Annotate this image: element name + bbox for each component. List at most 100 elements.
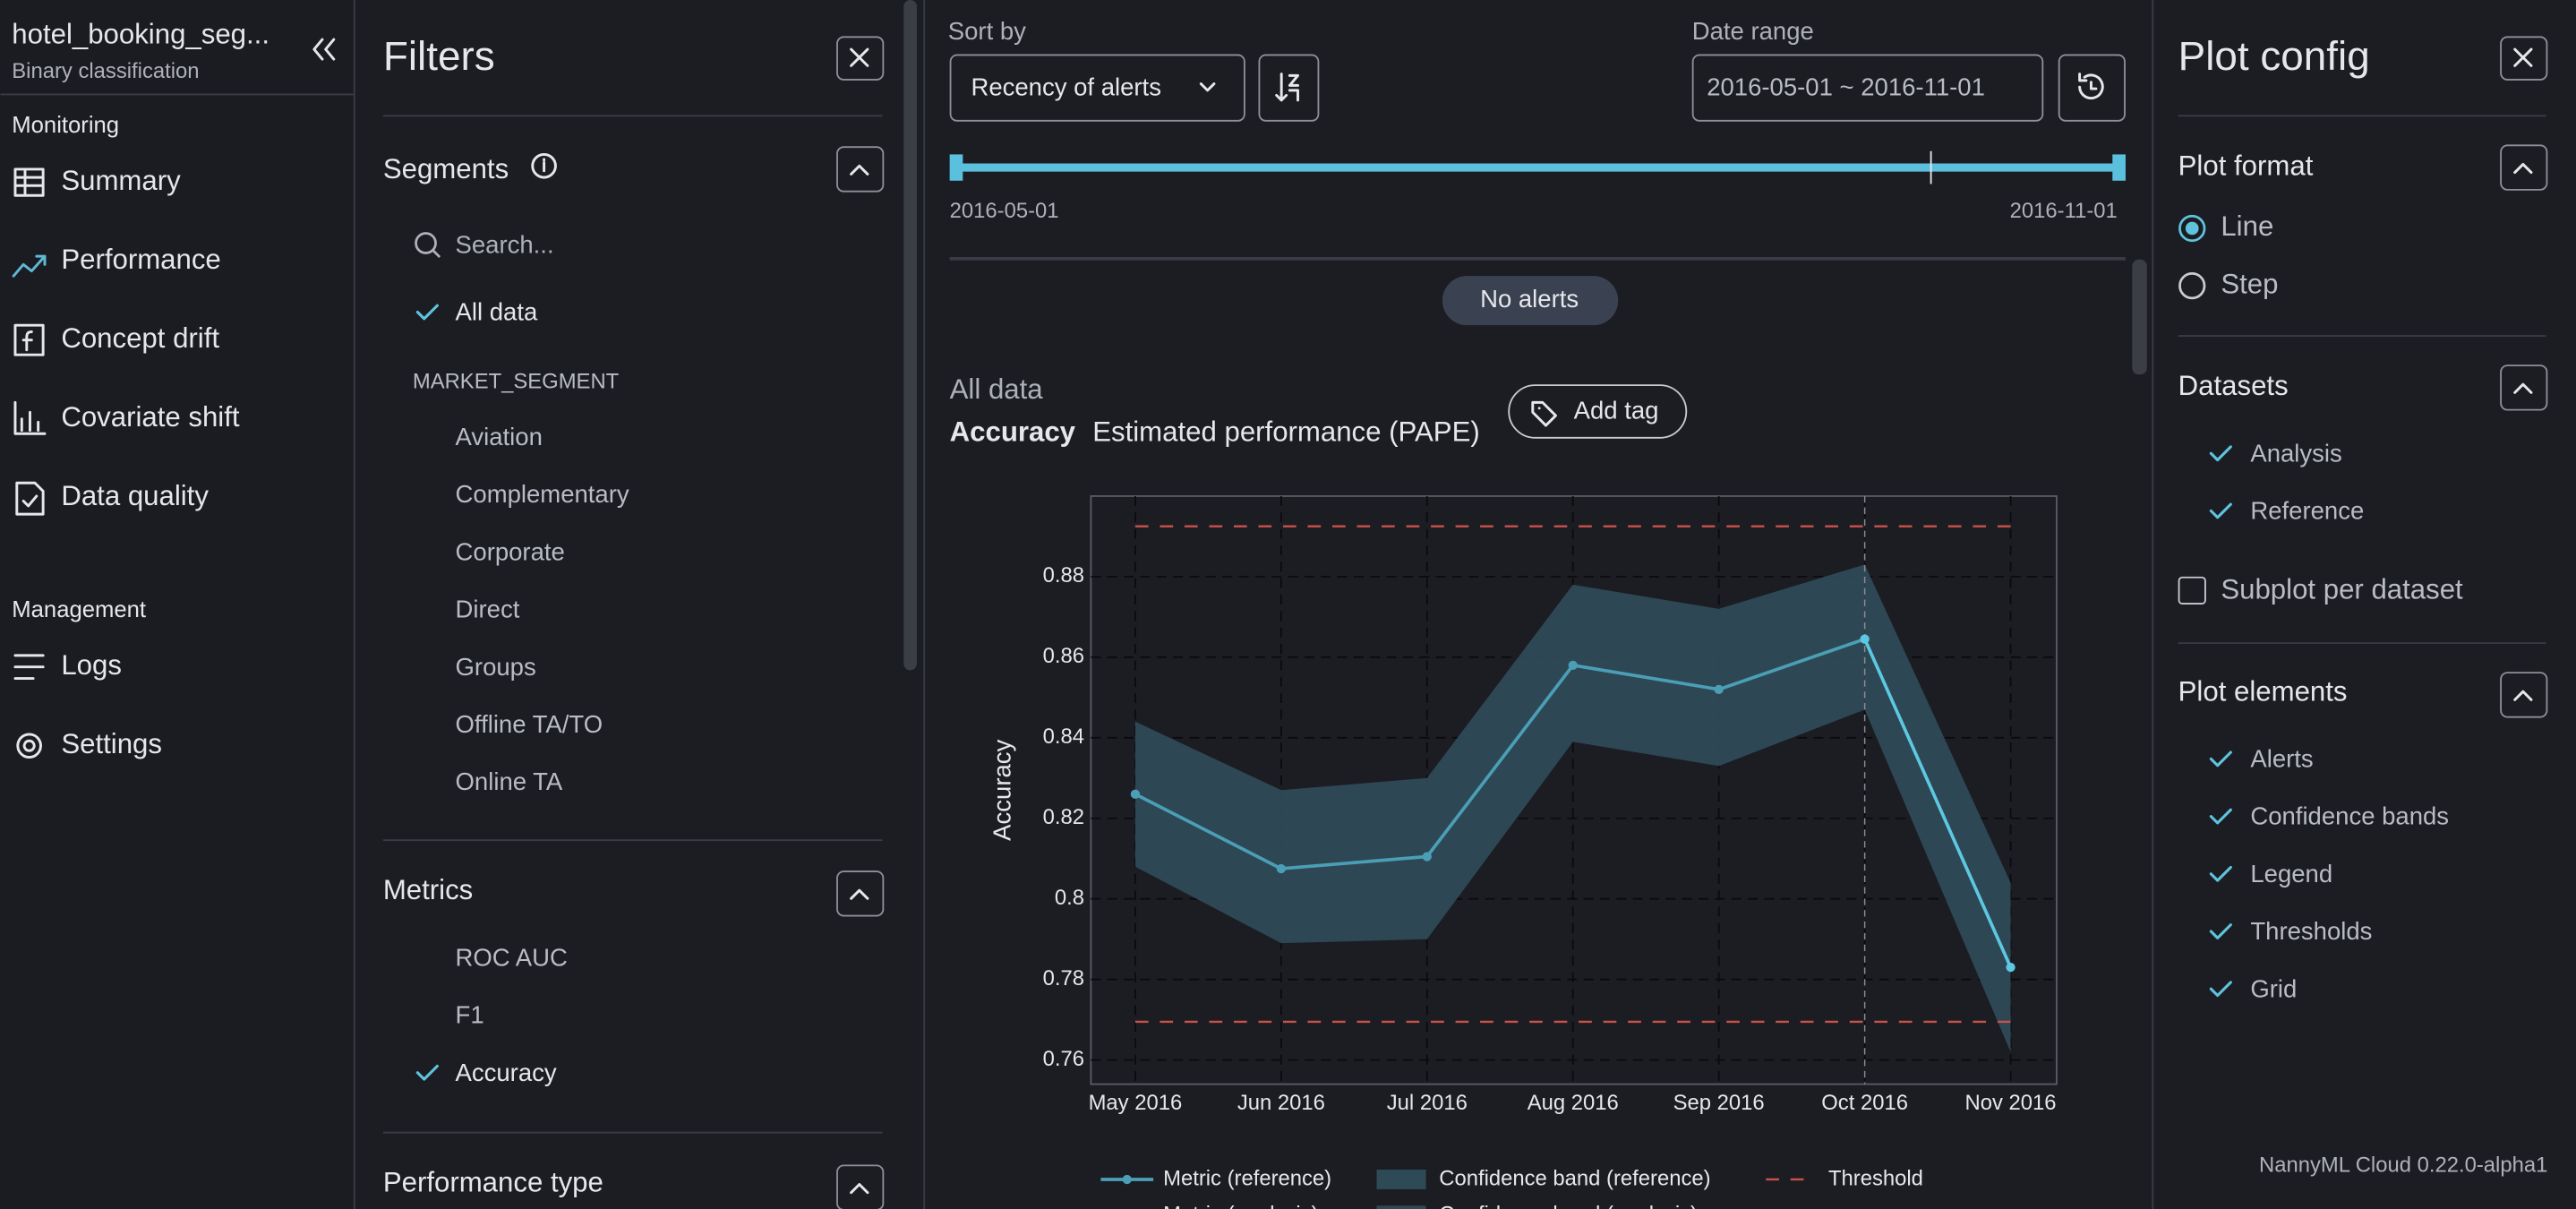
y-tick-label: 0.88 [1043,563,1084,587]
collapse-button[interactable] [2500,672,2548,718]
sort-select[interactable] [949,54,1245,122]
segment-option[interactable]: Online TA [456,767,563,795]
sort-label: Sort by [948,17,1026,45]
chart-subtitle: Estimated performance (PAPE) [1092,416,1480,447]
segments-title: Segments [383,153,509,184]
nav-item[interactable]: Logs [61,649,122,681]
nav-heading: Management [12,597,146,622]
y-tick-label: 0.76 [1043,1047,1084,1071]
performance-type-title: Performance type [383,1167,603,1198]
check-icon [2209,923,2232,939]
dataset-option[interactable]: Analysis [2250,439,2341,467]
metric-option[interactable]: ROC AUC [456,943,568,971]
confidence-band [1134,564,1865,944]
element-option[interactable]: Legend [2250,860,2332,887]
date-input[interactable] [1691,54,2044,122]
plot-config-lists: Line Step Analysis Reference Alerts Confidenc… [2178,210,2449,1002]
radio-dot [2185,221,2199,236]
legend-swatch [1376,1205,1426,1209]
metric-point [1568,660,1578,670]
format-option[interactable]: Step [2221,268,2278,299]
chevron-up [2513,382,2533,394]
close-button[interactable] [2500,36,2548,81]
collapse-button[interactable] [836,146,885,193]
segment-option[interactable]: All data [456,298,538,326]
segment-option[interactable]: Corporate [456,537,565,565]
range-end: 2016-11-01 [2010,199,2118,223]
scrollbar[interactable] [2132,259,2147,375]
nav-item[interactable]: Summary [61,165,181,196]
collapse-icon[interactable] [312,38,336,61]
nav-item[interactable]: Data quality [61,480,209,511]
collapse-button[interactable] [836,870,885,917]
version-footer: NannyML Cloud 0.22.0-alpha1 [2259,1153,2547,1178]
search-input[interactable]: Search... [456,230,554,258]
x-tick-label: May 2016 [1089,1091,1183,1115]
format-option[interactable]: Line [2221,210,2273,242]
range-start: 2016-05-01 [950,199,1059,223]
datasets-title: Datasets [2178,370,2289,401]
legend-label: Metric (reference) [1163,1166,1331,1190]
info-icon[interactable] [531,152,557,179]
nav-item[interactable]: Performance [61,244,220,275]
sort-icon [1275,73,1299,102]
segment-option[interactable]: Direct [456,596,520,623]
segment-option[interactable]: Complementary [456,480,629,508]
collapse-button[interactable] [2500,364,2548,411]
segment-option[interactable]: Groups [456,653,536,681]
plot-config-title: Plot config [2178,32,2370,79]
metric-point [1130,789,1141,799]
x-tick-label: Oct 2016 [1821,1091,1908,1115]
add-tag-text: Add tag [1574,397,1659,424]
chevron-up [850,164,869,176]
metric-point [1422,852,1432,862]
metric-option[interactable]: F1 [456,1001,484,1029]
nav-icon [13,654,45,681]
y-tick-label: 0.78 [1043,966,1084,990]
range-handle[interactable] [949,154,963,181]
metric-option[interactable]: Accuracy [456,1059,557,1086]
collapse-button[interactable] [836,1164,885,1209]
dataset-option[interactable]: Reference [2250,497,2364,525]
sort-order-button[interactable] [1258,54,1320,122]
close-button[interactable] [836,36,885,81]
radio[interactable] [2178,272,2206,300]
range-handle[interactable] [2112,154,2126,181]
alerts-badge-text: No alerts [1480,285,1579,313]
collapse-button[interactable] [2500,144,2548,191]
chevron-up [850,1183,869,1195]
element-option[interactable]: Confidence bands [2250,802,2449,830]
confidence-band [1864,564,2011,1052]
scrollbar[interactable] [903,0,917,671]
check-icon [2209,808,2232,825]
element-option[interactable]: Thresholds [2250,917,2372,945]
search-icon [415,232,437,254]
chart: 0.76 0.78 0.8 0.82 0.84 0.86 0.88 May 2016 Jun 2… [988,495,2058,1209]
nav-item[interactable]: Covariate shift [61,401,240,433]
close-icon [2513,47,2533,67]
segment-option[interactable]: Offline TA/TO [456,710,603,738]
add-tag-button[interactable] [1508,384,1688,439]
element-option[interactable]: Grid [2250,974,2297,1002]
checkbox[interactable] [2178,576,2206,604]
elements-title: Plot elements [2178,675,2348,707]
segment-option[interactable]: Aviation [456,423,543,450]
element-option[interactable]: Alerts [2250,745,2313,773]
chevron-up [2513,162,2533,175]
metric-point [2006,963,2015,973]
x-tick-label: Jul 2016 [1387,1091,1468,1115]
segment-list: Aviation Complementary Corporate Direct Grou… [456,423,629,795]
metric-line [1862,638,2013,968]
reset-button[interactable] [2058,54,2126,122]
search-icon [432,249,441,259]
nav-item[interactable]: Settings [61,728,162,759]
metric-point [1714,684,1724,694]
nav-item[interactable]: Concept drift [61,322,219,354]
nav-icon [16,733,42,759]
subplot-option[interactable]: Subplot per dataset [2221,574,2463,605]
radio[interactable] [2178,214,2206,243]
tag-icon [1531,400,1557,427]
sidebar-nav: Monitoring Summary Performance Concept drif… [12,113,240,759]
